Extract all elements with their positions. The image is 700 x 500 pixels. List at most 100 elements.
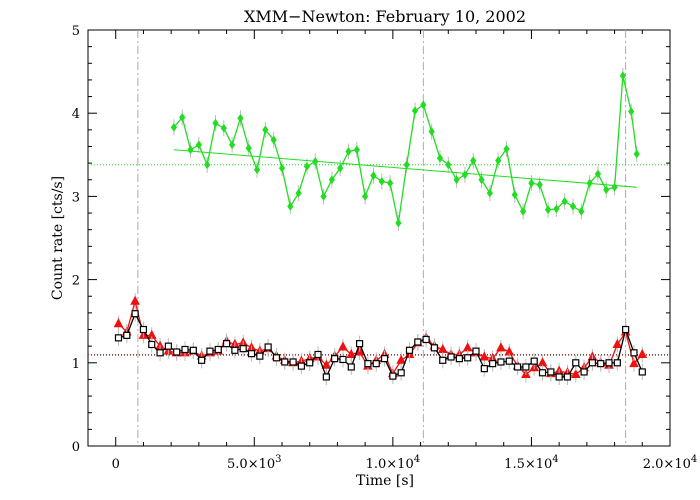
data-point-marker — [278, 163, 286, 173]
data-point-marker — [462, 342, 473, 352]
data-point-marker — [496, 342, 506, 352]
data-point-marker — [603, 185, 610, 195]
data-point-marker — [181, 345, 189, 354]
data-point-marker — [364, 360, 372, 368]
data-point-marker — [638, 368, 646, 376]
data-point-marker — [262, 125, 269, 135]
data-point-marker — [297, 362, 305, 370]
data-series — [170, 67, 640, 232]
series-line — [118, 312, 643, 379]
data-point-marker — [396, 354, 407, 364]
data-point-marker — [464, 354, 472, 362]
data-point-marker — [389, 372, 397, 380]
data-point-marker — [345, 147, 352, 156]
y-tick-label: 5 — [72, 24, 80, 39]
data-point-marker — [486, 188, 493, 198]
y-axis-title: Count rate [cts/s] — [50, 176, 66, 300]
data-point-marker — [472, 347, 480, 355]
data-point-marker — [372, 360, 380, 368]
data-point-marker — [212, 118, 219, 128]
data-point-marker — [281, 358, 289, 366]
data-point-marker — [495, 156, 502, 165]
data-point-marker — [439, 356, 447, 364]
data-point-marker — [338, 341, 348, 351]
data-point-marker — [430, 344, 439, 352]
chart-title: XMM−Newton: February 10, 2002 — [244, 7, 526, 26]
data-point-marker — [637, 348, 648, 358]
data-point-marker — [629, 358, 639, 368]
data-point-marker — [113, 318, 124, 328]
x-tick-label: 2.0×104 — [643, 454, 697, 472]
data-series — [113, 293, 648, 383]
data-point-marker — [139, 325, 148, 334]
data-point-marker — [594, 169, 602, 179]
data-point-marker — [445, 160, 452, 170]
data-point-marker — [544, 205, 552, 215]
data-point-marker — [256, 352, 264, 360]
data-point-marker — [198, 356, 206, 364]
data-point-marker — [362, 192, 369, 201]
data-point-marker — [245, 143, 252, 153]
data-point-marker — [555, 373, 563, 381]
data-point-marker — [411, 106, 419, 116]
y-tick-label: 1 — [72, 357, 80, 372]
data-point-marker — [173, 348, 181, 356]
data-point-marker — [478, 175, 485, 185]
data-point-marker — [489, 360, 497, 368]
data-point-marker — [289, 358, 297, 366]
data-point-marker — [370, 171, 377, 180]
data-point-marker — [237, 113, 244, 123]
data-point-marker — [179, 112, 186, 122]
data-point-marker — [622, 325, 630, 334]
data-point-marker — [503, 144, 510, 154]
data-point-marker — [264, 343, 272, 351]
x-tick-label: 1.0×104 — [366, 454, 420, 472]
data-point-marker — [403, 160, 410, 170]
data-point-marker — [428, 127, 435, 136]
y-tick-label: 4 — [72, 107, 80, 122]
data-point-marker — [356, 340, 364, 348]
data-point-marker — [586, 178, 593, 188]
data-point-marker — [530, 357, 538, 365]
data-point-marker — [628, 107, 635, 116]
data-point-marker — [480, 365, 488, 373]
trend-line — [173, 149, 637, 188]
data-series — [114, 305, 646, 385]
data-point-marker — [528, 178, 535, 188]
data-point-marker — [630, 349, 638, 357]
data-point-marker — [187, 145, 194, 155]
data-point-marker — [247, 350, 256, 358]
data-point-marker — [156, 349, 164, 357]
data-point-marker — [578, 207, 585, 216]
data-point-marker — [339, 355, 347, 364]
data-point-marker — [580, 368, 588, 376]
data-point-marker — [547, 368, 555, 376]
data-point-marker — [422, 335, 430, 344]
data-point-marker — [397, 369, 405, 377]
data-point-marker — [231, 346, 239, 354]
data-point-marker — [353, 145, 360, 155]
data-point-marker — [612, 338, 623, 348]
plot-frame — [87, 29, 671, 447]
data-point-marker — [222, 340, 231, 348]
data-point-marker — [123, 331, 131, 339]
data-point-marker — [572, 359, 580, 367]
x-tick-label: 0 — [112, 457, 120, 472]
data-point-marker — [337, 163, 344, 173]
data-point-marker — [148, 340, 156, 349]
data-point-marker — [588, 359, 597, 367]
data-point-marker — [130, 295, 140, 305]
data-point-marker — [228, 140, 236, 150]
data-point-marker — [306, 359, 314, 367]
data-point-marker — [314, 350, 322, 359]
data-point-marker — [328, 175, 336, 185]
data-point-marker — [538, 369, 547, 377]
data-point-marker — [347, 363, 355, 371]
data-point-marker — [561, 197, 568, 206]
data-point-marker — [239, 345, 247, 353]
data-point-marker — [447, 353, 455, 361]
x-tick-label: 5.0×103 — [227, 454, 281, 472]
data-point-marker — [131, 310, 139, 318]
data-point-marker — [511, 190, 518, 200]
data-point-marker — [380, 355, 389, 363]
